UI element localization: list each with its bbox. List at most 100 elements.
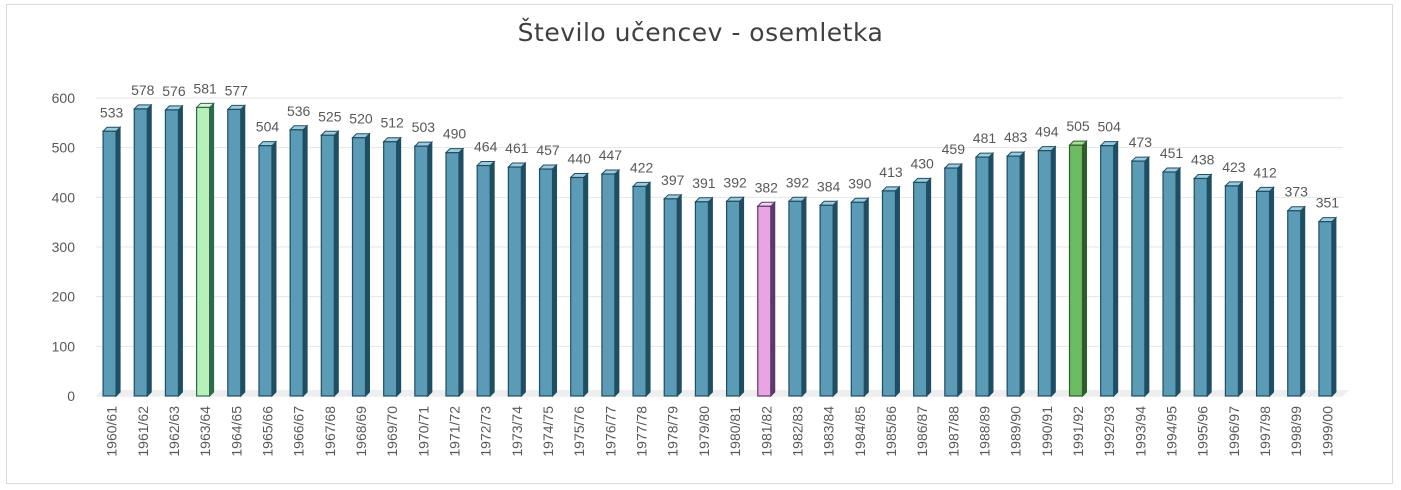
bar-side [209, 102, 215, 398]
data-label: 581 [193, 80, 217, 96]
data-label: 412 [1253, 164, 1277, 180]
x-tick-label: 1963/64 [197, 406, 213, 457]
y-tick-label: 200 [52, 289, 76, 305]
data-label: 384 [817, 178, 841, 194]
bar-1995-96 [1193, 173, 1213, 398]
data-label: 578 [131, 82, 155, 98]
bar-1972-73 [475, 160, 496, 398]
bar-front [476, 164, 491, 397]
bar-front [102, 130, 117, 397]
bar-front [445, 152, 460, 397]
bar-front [881, 190, 897, 397]
bar-1966-67 [288, 124, 309, 398]
x-tick-label: 1985/86 [883, 406, 899, 457]
y-tick-label: 300 [52, 239, 76, 255]
bar-1989-90 [1005, 150, 1026, 398]
data-label: 392 [786, 174, 810, 190]
bar-1996-97 [1224, 180, 1244, 398]
bar-front [1006, 155, 1021, 397]
bar-front [601, 173, 616, 397]
x-tick-label: 1990/91 [1039, 406, 1055, 457]
bar-1983-84 [818, 200, 839, 398]
data-label: 392 [723, 174, 747, 190]
bar-front [164, 109, 180, 397]
bar-side [146, 103, 152, 398]
bar-1967-68 [320, 130, 340, 398]
x-tick-label: 1964/65 [228, 406, 244, 457]
bar-front [632, 185, 647, 397]
bar-front [289, 129, 304, 397]
data-labels: 533 578 576 581 577 504 536 525 520 512 503 490 464 4… [100, 80, 1339, 210]
bar-1969-70 [382, 136, 402, 398]
bar-1973-74 [507, 161, 527, 398]
x-tick-label: 1973/74 [509, 406, 525, 457]
data-label: 577 [225, 82, 249, 98]
bar-1968-69 [351, 132, 371, 398]
y-axis: 0 100 200 300 400 500 600 [52, 90, 76, 404]
x-tick-label: 1999/00 [1319, 406, 1335, 457]
bar-side [364, 132, 370, 398]
bar-side [458, 147, 464, 398]
bar-front [351, 137, 367, 397]
bar-front [133, 108, 148, 397]
x-tick-label: 1976/77 [602, 406, 618, 457]
bar-front [538, 168, 554, 397]
bar-1979-80 [694, 196, 714, 398]
bar-1971-72 [444, 147, 465, 398]
x-tick-label: 1974/75 [540, 406, 556, 457]
data-label: 373 [1285, 184, 1309, 200]
data-label: 413 [879, 164, 903, 180]
x-tick-label: 1966/67 [291, 406, 307, 457]
x-tick-label: 1984/85 [852, 406, 868, 457]
bar-front [1037, 150, 1052, 397]
x-tick-label: 1970/71 [415, 406, 431, 457]
bar-front [383, 141, 398, 397]
bar-front [788, 200, 803, 397]
bar-front [1193, 177, 1208, 397]
bar-1985-86 [881, 185, 901, 398]
data-label: 483 [1004, 129, 1028, 145]
bar-front [1224, 185, 1239, 397]
data-label: 533 [100, 104, 124, 120]
bar-1970-71 [413, 140, 434, 398]
bar-1990-91 [1037, 145, 1057, 398]
x-tick-label: 1980/81 [727, 406, 743, 457]
bar-front [944, 167, 959, 397]
bar-front [757, 205, 772, 397]
x-tick-label: 1989/90 [1008, 406, 1024, 457]
bar-side [333, 130, 339, 398]
x-tick-label: 1981/82 [758, 406, 774, 457]
data-label: 464 [474, 139, 498, 155]
bar-1987-88 [943, 162, 964, 398]
bar-1999-00 [1317, 216, 1338, 398]
bar-1960-61 [101, 126, 122, 398]
y-tick-label: 0 [67, 388, 75, 404]
data-label: 481 [973, 130, 997, 146]
data-label: 520 [349, 111, 373, 127]
x-tick-label: 1965/66 [259, 406, 275, 457]
bar-side [489, 160, 495, 398]
data-label: 382 [755, 179, 779, 195]
bar-front [694, 201, 710, 397]
data-label: 505 [1066, 118, 1090, 134]
x-tick-label: 1996/97 [1226, 406, 1242, 457]
data-label: 512 [380, 115, 404, 131]
x-tick-label: 1987/88 [945, 406, 961, 457]
x-tick-label: 1997/98 [1257, 406, 1273, 457]
bar-front [819, 204, 834, 397]
data-label: 490 [443, 126, 467, 142]
chart-title: Število učencev - osemletka [517, 18, 884, 47]
bar-1962-63 [164, 104, 184, 398]
bar-front [1131, 160, 1146, 397]
y-tick-label: 500 [52, 140, 76, 156]
bar-front [975, 156, 990, 397]
bar-1963-64 [195, 102, 215, 398]
bar-1998-99 [1286, 205, 1306, 398]
data-label: 576 [162, 83, 186, 99]
bar-side [302, 124, 308, 398]
bar-front [1162, 171, 1177, 397]
data-label: 423 [1222, 159, 1246, 175]
chart-floor [96, 390, 1349, 396]
data-label: 504 [1098, 119, 1122, 135]
x-tick-label: 1986/87 [914, 406, 930, 457]
